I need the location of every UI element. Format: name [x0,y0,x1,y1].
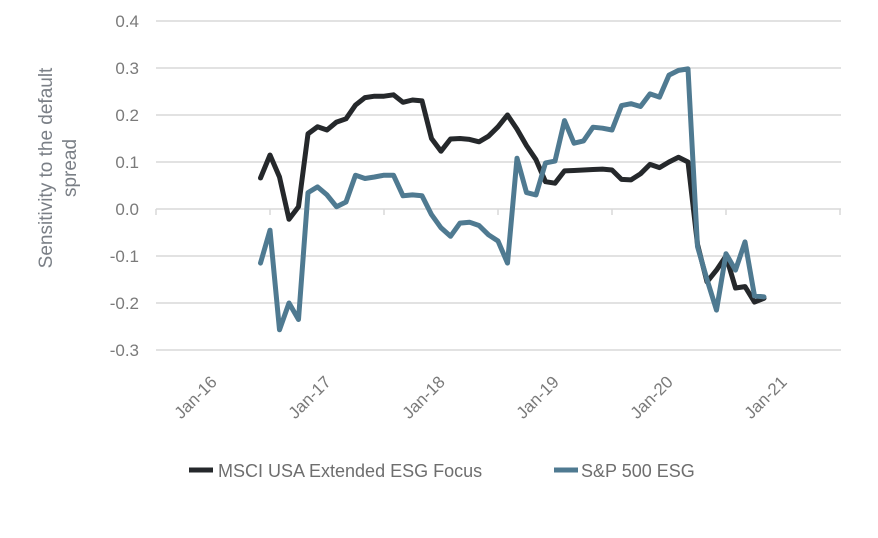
y-tick-label: 0.1 [115,153,139,172]
legend: MSCI USA Extended ESG Focus S&P 500 ESG [189,461,695,481]
y-tick-label: 0.4 [115,12,139,31]
series-line-msci [258,92,767,305]
y-tick-label: -0.3 [110,341,139,360]
y-tick-label: 0.2 [115,106,139,125]
legend-item-msci[interactable]: MSCI USA Extended ESG Focus [189,461,482,481]
legend-item-sp500-esg[interactable]: S&P 500 ESG [554,461,695,481]
y-tick-label: 0.0 [115,200,139,219]
y-tick-label: -0.1 [110,247,139,266]
x-axis-tick-labels: Jan-16 Jan-17 Jan-18 Jan-19 Jan-20 Jan-21 [171,372,791,422]
x-tick-label: Jan-18 [399,372,449,422]
y-axis-title-line-2: spread [60,139,81,197]
y-tick-label: -0.2 [110,294,139,313]
x-tick-label: Jan-21 [741,372,791,422]
y-axis-title-line-1: Sensitivity to the default [36,67,57,268]
legend-label-sp500-esg: S&P 500 ESG [581,461,695,481]
x-tick-label: Jan-17 [285,372,335,422]
x-tick-label: Jan-20 [627,372,677,422]
y-axis-tick-labels: 0.4 0.3 0.2 0.1 0.0 -0.1 -0.2 -0.3 [110,12,139,360]
x-tick-label: Jan-16 [171,372,221,422]
series-lines [258,66,767,333]
x-tick-label: Jan-19 [513,372,563,422]
y-tick-label: 0.3 [115,59,139,78]
x-axis [155,209,841,215]
legend-label-msci: MSCI USA Extended ESG Focus [218,461,482,481]
series-line-sp500-esg [258,66,767,333]
gridlines [156,20,841,351]
y-axis-title: Sensitivity to the default spread [36,67,81,268]
